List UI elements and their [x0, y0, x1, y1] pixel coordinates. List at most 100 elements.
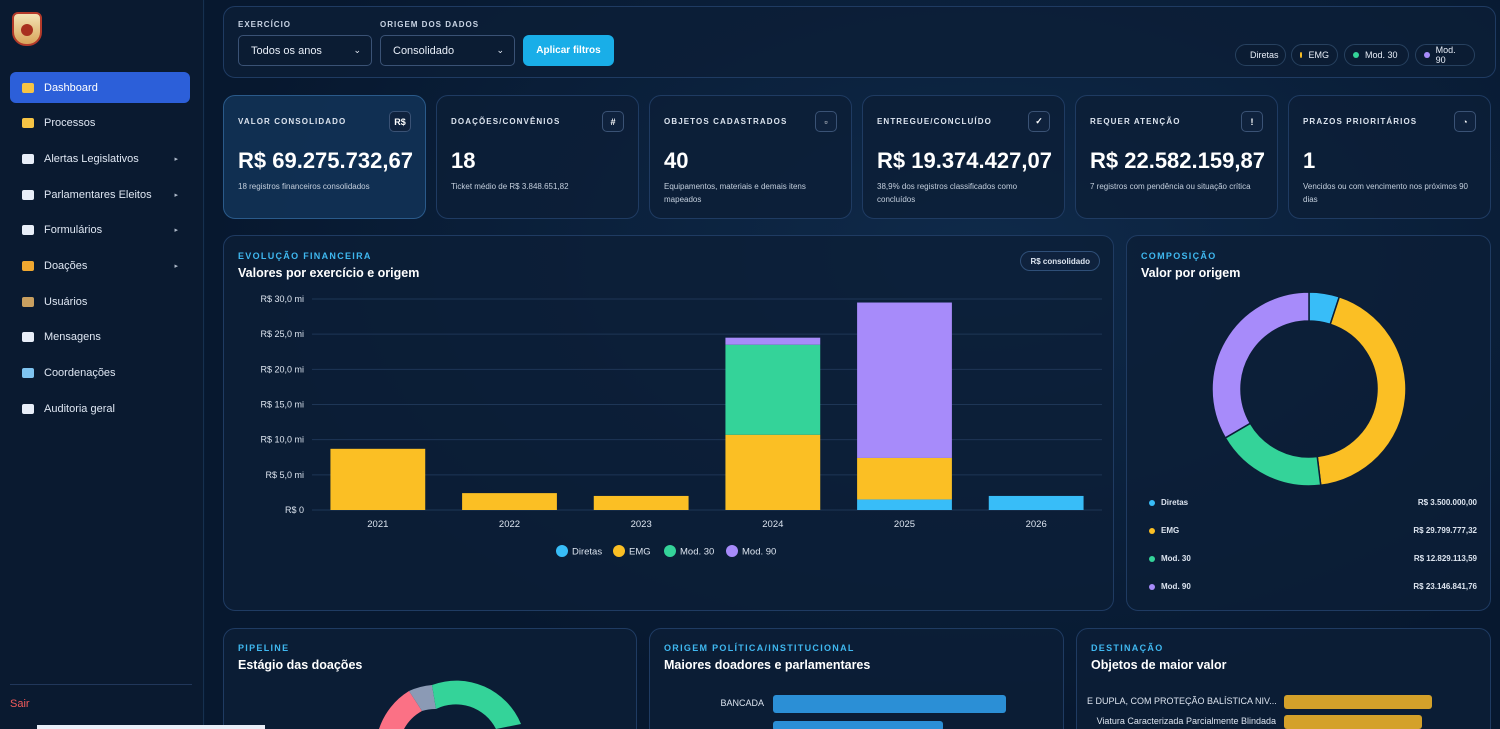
kpi-label: VALOR CONSOLIDADO: [238, 117, 347, 126]
legend-pill[interactable]: Diretas: [1235, 44, 1286, 66]
legend-dot: [1353, 52, 1359, 58]
sidebar-item-alertas-legislativos[interactable]: Alertas Legislativos ▸: [10, 143, 190, 174]
origin-label: ORIGEM DOS DADOS: [380, 20, 480, 29]
money-bag-icon: [22, 260, 34, 271]
chevron-right-icon: ▸: [174, 227, 178, 235]
bar-emg-2022: [462, 493, 557, 510]
sidebar-item-label: Dashboard: [44, 81, 98, 94]
sidebar-item-label: Formulários: [44, 224, 103, 237]
sidebar-item-coordena-es[interactable]: Coordenações: [10, 358, 190, 389]
section-title: Valores por exercício e origem: [238, 266, 420, 280]
kpi-value: 1: [1303, 148, 1316, 173]
kpi-label: ENTREGUE/CONCLUÍDO: [877, 117, 992, 126]
legend-marker: [664, 545, 676, 557]
kpi-badge-icon: R$: [389, 111, 411, 132]
sidebar-item-label: Alertas Legislativos: [44, 152, 139, 165]
pipeline-donut-chart: [379, 680, 521, 729]
horizontal-scrollbar[interactable]: [37, 725, 265, 729]
y-tick-label: R$ 20,0 mi: [260, 364, 304, 374]
composition-card: COMPOSIÇÃO Valor por origem Diretas R$ 3.…: [1126, 235, 1491, 611]
composition-legend-row: EMG R$ 29.799.777,32: [1149, 526, 1477, 535]
donut-slice-emg: [1316, 295, 1407, 487]
sidebar-item-label: Mensagens: [44, 331, 101, 344]
sidebar-item-doa-es[interactable]: Doações ▸: [10, 250, 190, 281]
kpi-value: R$ 19.374.427,07: [877, 148, 1052, 173]
y-tick-label: R$ 25,0 mi: [260, 329, 304, 339]
legend-pill[interactable]: Mod. 90: [1415, 44, 1475, 66]
kpi-badge-icon: #: [602, 111, 624, 132]
pipeline-card: PIPELINE Estágio das doações: [223, 628, 637, 729]
legend-label: Diretas: [572, 547, 602, 558]
logout-link[interactable]: Sair: [10, 698, 30, 710]
pipeline-slice: [432, 680, 521, 729]
sidebar-divider: [10, 684, 192, 685]
pipeline-slice: [409, 685, 436, 711]
x-tick-label: 2025: [894, 519, 915, 530]
kpi-note: 7 registros com pendência ou situação cr…: [1090, 182, 1251, 191]
exercise-select[interactable]: Todos os anos ⌄: [238, 35, 372, 66]
legend-value: R$ 23.146.841,76: [1413, 582, 1477, 591]
main-content: EXERCÍCIO Todos os anos ⌄ ORIGEM DOS DAD…: [205, 0, 1500, 729]
evolution-chart-card: EVOLUÇÃO FINANCEIRA Valores por exercíci…: [223, 235, 1114, 611]
section-title: Valor por origem: [1141, 266, 1241, 280]
legend-value: R$ 29.799.777,32: [1413, 526, 1477, 535]
composition-legend-row: Mod. 90 R$ 23.146.841,76: [1149, 582, 1477, 591]
legend-dot: [1149, 583, 1155, 590]
chevron-right-icon: ▸: [174, 262, 178, 270]
alert-icon: [22, 153, 34, 164]
legend-label: Mod. 30: [1161, 554, 1191, 563]
sidebar-item-auditoria-geral[interactable]: Auditoria geral: [10, 393, 190, 424]
legend-label: EMG: [1161, 526, 1180, 535]
sidebar-item-usu-rios[interactable]: Usuários: [10, 286, 190, 317]
donut-slice-mod-30: [1224, 422, 1322, 487]
kpi-badge-icon: !: [1241, 111, 1263, 132]
section-tag: ORIGEM POLÍTICA/INSTITUCIONAL: [664, 643, 855, 653]
legend-dot: [1424, 52, 1430, 58]
x-tick-label: 2022: [499, 519, 520, 530]
envelope-icon: [22, 332, 34, 343]
y-tick-label: R$ 15,0 mi: [260, 400, 304, 410]
sidebar-item-dashboard[interactable]: Dashboard: [10, 72, 190, 103]
x-tick-label: 2026: [1026, 519, 1047, 530]
folder-icon: [22, 118, 34, 129]
kpi-badge-icon: ▫: [815, 111, 837, 132]
kpi-note: Vencidos ou com vencimento nos próximos …: [1303, 182, 1468, 204]
users-icon: [22, 296, 34, 307]
kpi-note: Ticket médio de R$ 3.848.651,82: [451, 182, 569, 191]
legend-dot: [1149, 527, 1155, 534]
section-tag: EVOLUÇÃO FINANCEIRA: [238, 251, 372, 261]
sidebar-item-processos[interactable]: Processos: [10, 108, 190, 139]
sidebar-item-formul-rios[interactable]: Formulários ▸: [10, 215, 190, 246]
sidebar-item-parlamentares-eleitos[interactable]: Parlamentares Eleitos ▸: [10, 179, 190, 210]
evolution-bar-chart: R$ 0 R$ 5,0 mi R$ 10,0 mi R$ 15,0 mi R$ 20,0…: [260, 294, 1102, 558]
donor-bar: [773, 721, 943, 729]
sidebar-item-mensagens[interactable]: Mensagens: [10, 322, 190, 353]
filters-bar: EXERCÍCIO Todos os anos ⌄ ORIGEM DOS DAD…: [223, 6, 1496, 78]
kpi-value: R$ 22.582.159,87: [1090, 148, 1265, 173]
bar-emg-2023: [593, 495, 689, 510]
section-title: Maiores doadores e parlamentares: [664, 658, 871, 672]
kpi-label: PRAZOS PRIORITÁRIOS: [1303, 117, 1418, 126]
destination-card: DESTINAÇÃO Objetos de maior valor E DUPL…: [1076, 628, 1491, 729]
legend-pill[interactable]: Mod. 30: [1344, 44, 1409, 66]
legend-label: Diretas: [1161, 498, 1189, 507]
section-title: Estágio das doações: [238, 658, 363, 672]
sidebar-item-label: Coordenações: [44, 367, 116, 379]
legend-value: R$ 3.500.000,00: [1417, 498, 1477, 507]
apply-filters-button[interactable]: Aplicar filtros: [523, 35, 614, 66]
legend-pill[interactable]: EMG: [1291, 44, 1338, 66]
origin-select[interactable]: Consolidado ⌄: [380, 35, 515, 66]
kpi-value: R$ 69.275.732,67: [238, 148, 413, 173]
legend-label: Mod. 90: [742, 547, 776, 558]
legend-dot: [1300, 52, 1303, 58]
object-bar: [1284, 695, 1432, 709]
bar-mod-30-2024: [725, 344, 821, 435]
clipboard-icon: [22, 403, 34, 414]
x-tick-label: 2021: [367, 519, 388, 530]
kpi-card: ENTREGUE/CONCLUÍDO ✓ R$ 19.374.427,07 38,9%…: [862, 95, 1065, 219]
object-label: E DUPLA, COM PROTEÇÃO BALÍSTICA NIV...: [1087, 696, 1276, 706]
legend-label: EMG: [629, 547, 651, 558]
donor-bar: [773, 695, 1006, 713]
sidebar: Dashboard Processos Alertas Legislativos ▸ P…: [0, 0, 204, 729]
grid-icon: [22, 368, 34, 378]
